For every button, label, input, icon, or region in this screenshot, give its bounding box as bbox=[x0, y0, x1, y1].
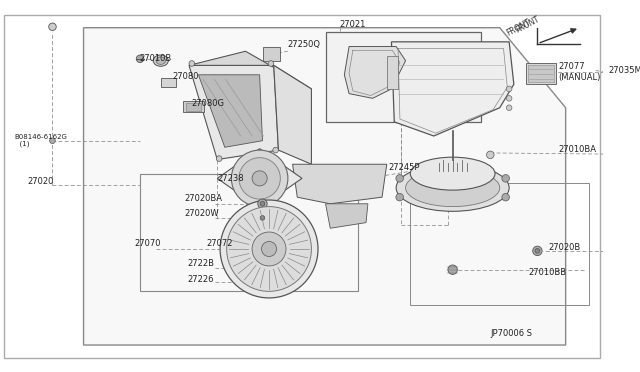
Polygon shape bbox=[274, 65, 312, 164]
Bar bbox=[528, 65, 554, 82]
Text: 27020B: 27020B bbox=[548, 243, 581, 251]
Circle shape bbox=[273, 147, 278, 153]
Bar bbox=[410, 183, 589, 305]
Circle shape bbox=[396, 193, 403, 201]
Circle shape bbox=[49, 23, 56, 31]
Circle shape bbox=[227, 206, 312, 291]
Text: 27020: 27020 bbox=[27, 177, 53, 186]
Polygon shape bbox=[344, 46, 406, 98]
Polygon shape bbox=[198, 75, 262, 147]
Text: 27250Q: 27250Q bbox=[288, 40, 321, 49]
Polygon shape bbox=[392, 42, 514, 136]
Polygon shape bbox=[292, 164, 387, 204]
Circle shape bbox=[486, 151, 494, 158]
Text: 27072: 27072 bbox=[206, 239, 232, 248]
Ellipse shape bbox=[410, 157, 495, 190]
Text: 27070: 27070 bbox=[134, 239, 161, 248]
Text: 27020W: 27020W bbox=[184, 209, 219, 218]
Circle shape bbox=[258, 199, 267, 208]
Circle shape bbox=[535, 248, 540, 253]
Text: 27080G: 27080G bbox=[192, 99, 225, 108]
Text: 27035M: 27035M bbox=[608, 65, 640, 74]
Bar bbox=[526, 64, 556, 84]
Bar bbox=[387, 56, 398, 89]
Text: 27021: 27021 bbox=[340, 20, 366, 29]
Circle shape bbox=[268, 61, 274, 66]
Circle shape bbox=[216, 156, 222, 161]
Polygon shape bbox=[326, 204, 368, 228]
Ellipse shape bbox=[406, 169, 500, 206]
Circle shape bbox=[448, 265, 458, 275]
Circle shape bbox=[532, 246, 542, 256]
Text: B08146-6162G
  (1): B08146-6162G (1) bbox=[15, 134, 68, 147]
Bar bbox=[186, 103, 201, 110]
Circle shape bbox=[260, 201, 265, 206]
Circle shape bbox=[136, 55, 144, 62]
Bar bbox=[326, 32, 481, 122]
Bar bbox=[264, 48, 280, 61]
Text: 27238: 27238 bbox=[217, 174, 244, 183]
Text: JP70006 S: JP70006 S bbox=[490, 329, 532, 338]
Text: 2722B: 2722B bbox=[187, 259, 214, 267]
Text: 27077
(MANUAL): 27077 (MANUAL) bbox=[558, 62, 600, 82]
Circle shape bbox=[50, 138, 55, 144]
Ellipse shape bbox=[156, 57, 166, 64]
Text: 27010BB: 27010BB bbox=[528, 268, 566, 277]
Ellipse shape bbox=[396, 164, 509, 211]
Circle shape bbox=[189, 61, 195, 66]
Circle shape bbox=[260, 215, 265, 220]
Circle shape bbox=[252, 171, 267, 186]
Polygon shape bbox=[217, 149, 302, 208]
Text: 27010BA: 27010BA bbox=[558, 145, 596, 154]
Circle shape bbox=[502, 193, 509, 201]
Text: 27226: 27226 bbox=[187, 275, 214, 283]
Circle shape bbox=[252, 232, 286, 266]
Circle shape bbox=[232, 150, 288, 206]
Polygon shape bbox=[84, 28, 566, 345]
Circle shape bbox=[239, 158, 280, 199]
Circle shape bbox=[220, 200, 318, 298]
Polygon shape bbox=[189, 51, 312, 89]
Text: 27080: 27080 bbox=[172, 72, 198, 81]
Circle shape bbox=[258, 213, 267, 222]
Text: 27245P: 27245P bbox=[388, 163, 420, 171]
Circle shape bbox=[506, 105, 512, 110]
Text: FRONT: FRONT bbox=[514, 14, 541, 34]
Circle shape bbox=[262, 241, 276, 257]
Text: FRONT: FRONT bbox=[506, 18, 532, 38]
Bar bbox=[140, 174, 358, 291]
Circle shape bbox=[506, 86, 512, 92]
Circle shape bbox=[506, 96, 512, 101]
Circle shape bbox=[396, 174, 403, 182]
Bar bbox=[184, 101, 204, 112]
Text: 27010B: 27010B bbox=[139, 54, 172, 63]
Bar bbox=[161, 78, 176, 87]
Circle shape bbox=[502, 174, 509, 182]
Polygon shape bbox=[189, 65, 278, 160]
Text: 27020BA: 27020BA bbox=[184, 194, 222, 203]
Ellipse shape bbox=[153, 55, 168, 66]
